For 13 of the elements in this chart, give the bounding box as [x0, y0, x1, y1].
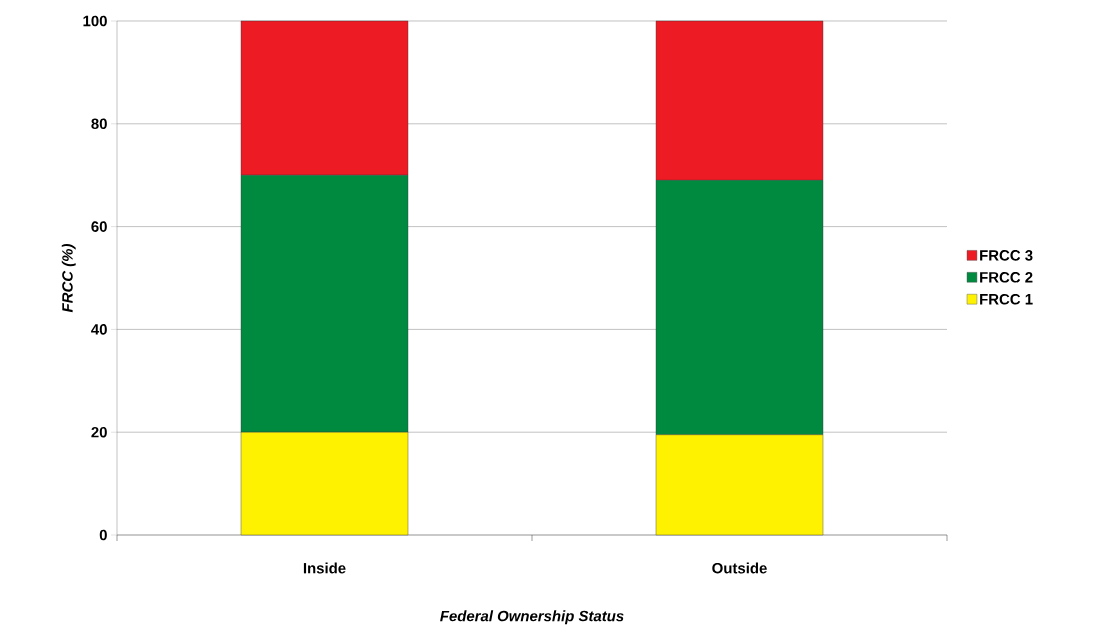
- legend-label: FRCC 1: [980, 293, 1033, 305]
- legend-label: FRCC 3: [980, 250, 1033, 261]
- x-axis-title: Federal Ownership Status: [440, 610, 624, 625]
- y-tick-label: 100: [83, 15, 107, 27]
- y-tick-label: 80: [91, 118, 107, 130]
- y-tick-label: 40: [91, 324, 107, 335]
- x-tick-label: Inside: [303, 562, 346, 574]
- y-axis-title: FRCC (%): [61, 244, 76, 313]
- y-tick-label: 20: [91, 426, 107, 438]
- y-tick-label: 0: [99, 529, 107, 541]
- y-tick-label: 60: [91, 221, 107, 232]
- x-tick-label: Outside: [712, 562, 767, 574]
- legend-label: FRCC 2: [980, 272, 1033, 283]
